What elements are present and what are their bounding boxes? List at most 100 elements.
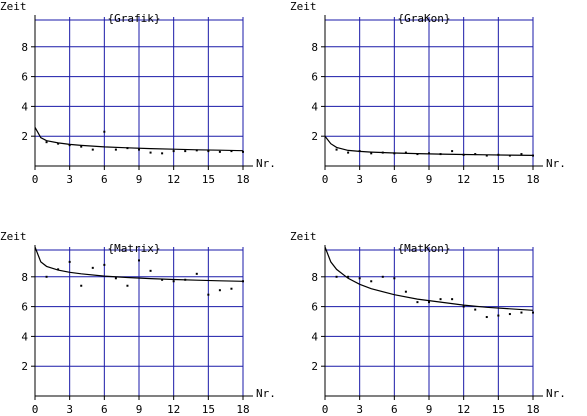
- y-tick-label: 8: [311, 271, 318, 284]
- data-point: [138, 259, 140, 262]
- data-point: [57, 142, 60, 145]
- x-tick-label: 3: [66, 403, 73, 416]
- data-point: [474, 153, 477, 156]
- x-tick-label: 0: [322, 403, 329, 416]
- y-axis-title: Zeit: [0, 0, 27, 13]
- data-point: [242, 280, 244, 283]
- data-point: [381, 275, 384, 278]
- data-point: [138, 148, 140, 151]
- x-tick-label: 3: [356, 173, 363, 186]
- data-point: [161, 152, 164, 155]
- data-point: [462, 305, 465, 308]
- x-tick-label: 6: [391, 173, 398, 186]
- data-point: [508, 313, 511, 316]
- y-axis-title: Zeit: [290, 0, 317, 13]
- chart-panel-1: 2 4 6 8 0 3 6 9 12 15 18 Zeit Nr. {Grafik}: [0, 0, 276, 186]
- data-point: [532, 154, 534, 157]
- data-point: [393, 277, 396, 280]
- data-point: [195, 149, 198, 152]
- data-point: [68, 260, 71, 263]
- y-tick-label: 8: [21, 41, 28, 54]
- x-axis-title: Nr.: [546, 157, 566, 170]
- x-tick-label: 6: [101, 173, 108, 186]
- data-point: [439, 153, 442, 156]
- data-point: [370, 152, 373, 155]
- data-point: [451, 298, 454, 301]
- data-point: [184, 150, 187, 153]
- data-point: [532, 311, 534, 314]
- data-point: [381, 151, 384, 154]
- data-point: [462, 153, 465, 156]
- chart-title: {GraKon}: [398, 12, 451, 25]
- data-point: [57, 268, 60, 271]
- data-point: [451, 150, 454, 153]
- y-axis-title: Zeit: [0, 230, 27, 243]
- data-point: [91, 266, 94, 269]
- data-point: [520, 311, 523, 314]
- data-point: [45, 275, 48, 278]
- data-point: [497, 314, 500, 317]
- data-point: [520, 153, 523, 156]
- x-tick-label: 18: [526, 403, 539, 416]
- x-axis-title: Nr.: [546, 387, 566, 400]
- y-tick-label: 2: [21, 130, 28, 143]
- data-point: [195, 272, 198, 275]
- data-point: [485, 316, 488, 319]
- x-tick-label: 6: [391, 403, 398, 416]
- x-tick-label: 15: [492, 403, 505, 416]
- x-tick-label: 9: [136, 173, 143, 186]
- x-tick-label: 18: [526, 173, 539, 186]
- data-point: [242, 150, 244, 153]
- x-axis-title: Nr.: [256, 387, 276, 400]
- data-point: [474, 308, 477, 311]
- data-point: [230, 287, 233, 290]
- data-point: [91, 148, 94, 151]
- x-tick-label: 15: [202, 173, 215, 186]
- data-point: [68, 144, 71, 147]
- y-tick-label: 6: [21, 71, 28, 84]
- x-tick-label: 3: [356, 403, 363, 416]
- data-point: [126, 284, 129, 287]
- x-tick-label: 0: [32, 173, 39, 186]
- chart-panel-3: 2 4 6 8 0 3 6 9 12 15 18 Zeit Nr. {Matrix}: [0, 230, 276, 416]
- x-tick-label: 15: [492, 173, 505, 186]
- y-tick-label: 8: [21, 271, 28, 284]
- chart-title: {Matrix}: [108, 242, 161, 255]
- y-tick-label: 6: [311, 71, 318, 84]
- data-point: [439, 298, 442, 301]
- data-point: [347, 275, 350, 278]
- data-point: [149, 151, 152, 154]
- x-tick-label: 12: [167, 403, 180, 416]
- x-tick-label: 12: [167, 173, 180, 186]
- y-tick-label: 4: [21, 330, 28, 343]
- y-tick-label: 4: [311, 330, 318, 343]
- fit-curve: [324, 246, 534, 311]
- y-tick-label: 2: [311, 360, 318, 373]
- data-point: [103, 263, 106, 266]
- y-tick-label: 4: [21, 100, 28, 113]
- y-tick-label: 6: [311, 301, 318, 314]
- data-point: [404, 151, 407, 154]
- x-tick-label: 18: [236, 173, 249, 186]
- x-tick-label: 9: [426, 403, 433, 416]
- data-point: [114, 148, 117, 151]
- data-point: [207, 150, 210, 153]
- x-tick-label: 15: [202, 403, 215, 416]
- x-tick-label: 0: [32, 403, 39, 416]
- y-axis-title: Zeit: [290, 230, 317, 243]
- data-point: [172, 280, 175, 283]
- data-point: [45, 141, 48, 144]
- data-point: [416, 153, 419, 156]
- data-point: [393, 152, 396, 155]
- data-point: [207, 293, 210, 296]
- data-point: [172, 150, 175, 153]
- x-tick-label: 9: [136, 403, 143, 416]
- data-point: [370, 280, 373, 283]
- data-point: [126, 147, 129, 150]
- x-tick-label: 18: [236, 403, 249, 416]
- data-point: [347, 151, 350, 154]
- data-point: [80, 145, 83, 148]
- x-tick-label: 6: [101, 403, 108, 416]
- x-axis-title: Nr.: [256, 157, 276, 170]
